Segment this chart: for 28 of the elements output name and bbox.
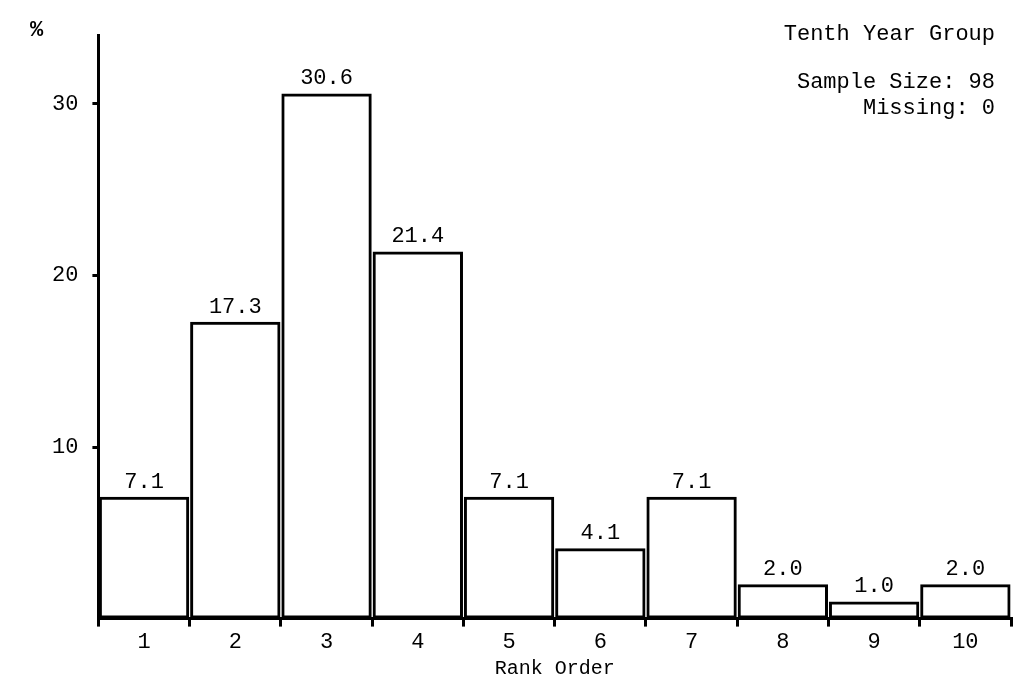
x-tick-label: 5 [502,629,516,655]
data-label: 30.6 [300,66,353,92]
x-tick-label: 10 [952,629,979,655]
data-label: 2.0 [763,557,803,583]
data-label: 1.0 [854,574,894,600]
y-tick-label: 10 [52,434,79,460]
x-tick-label: 1 [137,629,151,655]
data-label: 21.4 [391,224,445,250]
data-label: 17.3 [208,294,262,320]
data-label: 7.1 [671,469,712,495]
x-tick-label: 2 [228,629,242,655]
x-tick-label: 9 [867,629,881,655]
x-tick-label: 7 [684,629,699,655]
annotation: Missing: 0 [861,96,995,122]
data-label: 2.0 [945,557,986,583]
y-axis-title: % [30,18,44,43]
y-tick-label: 30 [52,91,79,117]
x-tick-label: 8 [776,629,790,655]
y-tick-label: 20 [52,263,79,289]
data-label: 7.1 [489,469,529,495]
x-tick-label: 3 [319,629,334,655]
x-tick-label: 4 [411,629,425,655]
data-label: 4.1 [580,521,621,547]
x-tick-label: 6 [593,629,607,655]
annotation: Tenth Year Group [783,22,995,48]
annotation: Sample Size: 98 [795,70,995,96]
x-axis-title: Rank Order [494,657,615,681]
data-label: 7.1 [124,469,164,495]
